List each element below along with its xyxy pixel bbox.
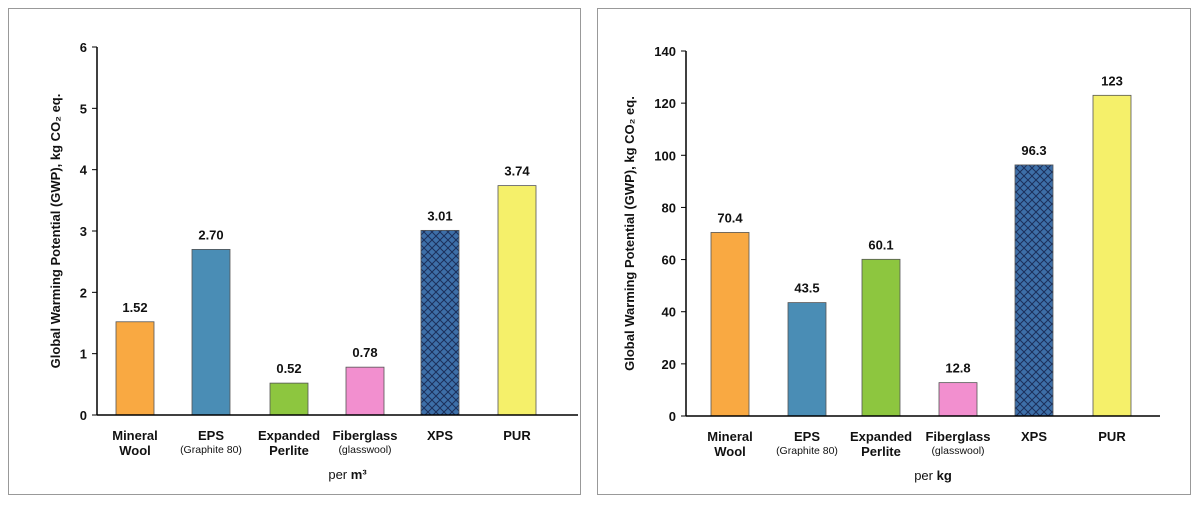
x-tick-note: (Graphite 80): [776, 445, 838, 457]
bar: [269, 382, 309, 416]
x-tick-label: Expanded: [850, 429, 912, 444]
x-tick-label: Wool: [714, 444, 746, 459]
value-label: 0.78: [352, 345, 377, 360]
y-tick-label: 20: [662, 357, 676, 372]
y-tick-label: 6: [80, 40, 87, 55]
panel-frame: [597, 8, 1191, 495]
value-label: 123: [1101, 73, 1123, 88]
x-axis-label-unit: kg: [937, 468, 952, 483]
x-tick-label: Fiberglass: [925, 429, 990, 444]
x-tick-note: (Graphite 80): [180, 444, 242, 456]
x-tick-label: XPS: [1021, 429, 1047, 444]
y-tick-label: 40: [662, 305, 676, 320]
x-tick-label: Perlite: [861, 444, 901, 459]
bar: [420, 229, 460, 416]
x-tick-label: Mineral: [707, 429, 753, 444]
y-tick-label: 0: [80, 408, 87, 423]
bar: [115, 321, 155, 416]
y-tick-label: 4: [80, 163, 88, 178]
y-tick-label: 100: [654, 148, 676, 163]
y-tick-label: 0: [669, 409, 676, 424]
panel-frame: [8, 8, 581, 495]
x-tick-label: PUR: [1098, 429, 1126, 444]
x-tick-label: XPS: [427, 428, 453, 443]
bar: [710, 232, 750, 417]
bar: [1092, 94, 1132, 417]
bar: [497, 185, 537, 416]
y-tick-label: 120: [654, 96, 676, 111]
y-axis-label: Global Warming Potential (GWP), kg CO₂ e…: [48, 94, 63, 369]
y-tick-label: 2: [80, 285, 87, 300]
x-tick-label: Mineral: [112, 428, 158, 443]
x-axis-label: per kg: [914, 468, 952, 483]
x-tick-label: Wool: [119, 443, 151, 458]
x-tick-note: (glasswool): [931, 445, 984, 457]
value-label: 2.70: [198, 227, 223, 242]
y-tick-label: 140: [654, 44, 676, 59]
value-label: 3.01: [427, 208, 452, 223]
x-tick-label: Expanded: [258, 428, 320, 443]
x-axis-label-text: per: [914, 468, 933, 483]
x-tick-label: EPS: [198, 428, 224, 443]
x-axis-label-text: per: [328, 467, 347, 482]
bar: [345, 366, 385, 416]
y-tick-label: 3: [80, 224, 87, 239]
value-label: 0.52: [276, 361, 301, 376]
bar: [191, 248, 231, 416]
y-axis-label: Global Warming Potential (GWP), kg CO₂ e…: [622, 96, 637, 371]
x-tick-label: EPS: [794, 429, 820, 444]
value-label: 43.5: [794, 281, 819, 296]
x-tick-label: Perlite: [269, 443, 309, 458]
value-label: 96.3: [1021, 143, 1046, 158]
value-label: 70.4: [717, 210, 743, 225]
bar: [787, 302, 827, 417]
bar: [938, 382, 978, 417]
y-tick-label: 80: [662, 200, 676, 215]
y-tick-label: 5: [80, 101, 87, 116]
bar: [1014, 164, 1054, 417]
value-label: 1.52: [122, 300, 147, 315]
x-axis-label: per m³: [328, 467, 367, 482]
x-axis-label-unit: m³: [351, 467, 368, 482]
value-label: 3.74: [504, 164, 530, 179]
x-tick-label: PUR: [503, 428, 531, 443]
x-tick-label: Fiberglass: [332, 428, 397, 443]
value-label: 60.1: [868, 237, 893, 252]
y-tick-label: 60: [662, 253, 676, 268]
value-label: 12.8: [945, 361, 970, 376]
y-tick-label: 1: [80, 347, 87, 362]
bar: [861, 258, 901, 417]
x-tick-note: (glasswool): [338, 444, 391, 456]
